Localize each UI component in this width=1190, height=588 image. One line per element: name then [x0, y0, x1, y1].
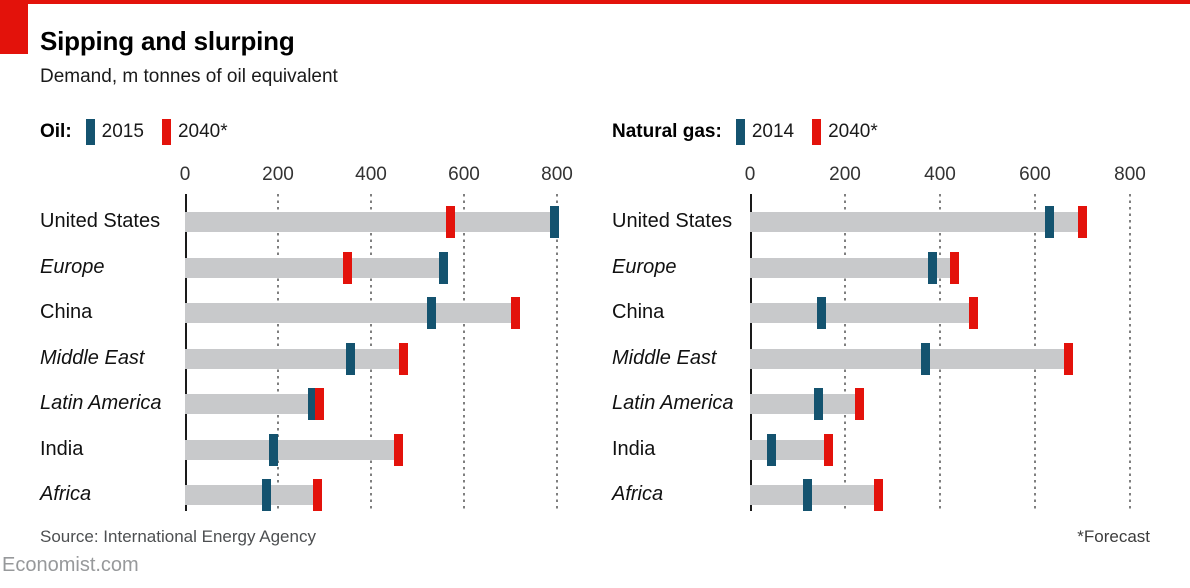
row-label-natural-gas: China: [612, 301, 665, 323]
range-bar-oil: [185, 439, 399, 460]
x-tick-label-oil: 800: [541, 164, 573, 185]
row-label-natural-gas: Latin America: [612, 392, 734, 414]
x-tick-label-oil: 400: [355, 164, 387, 185]
marker-2015-oil: [426, 297, 436, 329]
marker-2040-oil: [445, 206, 455, 238]
marker-2040-natural-gas: [823, 433, 833, 466]
marker-2040-oil: [399, 342, 409, 375]
gridline-oil: [463, 194, 465, 511]
legend-gas-series2: 2040*: [828, 121, 878, 142]
marker-2040-natural-gas: [1063, 342, 1073, 375]
marker-2015-oil: [261, 479, 271, 511]
x-tick-label-oil: 600: [448, 164, 480, 185]
legend-oil-label: Oil:: [40, 121, 72, 142]
x-tick-label-natural-gas: 400: [924, 164, 956, 185]
marker-2040-natural-gas: [968, 297, 978, 329]
marker-2014-natural-gas: [921, 342, 931, 375]
range-bar-natural-gas: [750, 348, 1069, 369]
marker-2015-oil: [345, 342, 355, 375]
x-tick-label-natural-gas: 0: [744, 164, 756, 185]
range-bar-oil: [185, 394, 320, 414]
marker-2015-oil: [438, 251, 448, 284]
marker-2040-natural-gas: [873, 479, 883, 511]
marker-2040-natural-gas: [854, 388, 864, 420]
range-bar-natural-gas: [750, 394, 860, 414]
page-subtitle: Demand, m tonnes of oil equivalent: [40, 66, 338, 87]
marker-2014-natural-gas: [1044, 206, 1054, 238]
marker-2014-natural-gas: [802, 479, 812, 511]
row-label-natural-gas: Middle East: [612, 346, 717, 369]
marker-2014-natural-gas: [928, 251, 938, 284]
marker-2014-natural-gas: [766, 433, 776, 466]
range-bar-natural-gas: [750, 439, 829, 460]
marker-2014-natural-gas: [816, 297, 826, 329]
top-accent-rule: [0, 0, 1190, 4]
row-label-oil: Africa: [40, 483, 92, 505]
marker-2015-oil: [550, 206, 560, 238]
x-tick-label-natural-gas: 800: [1114, 164, 1146, 185]
row-label-oil: United States: [40, 210, 161, 232]
row-label-oil: Europe: [40, 255, 105, 278]
row-label-oil: India: [40, 437, 84, 460]
page-title: Sipping and slurping: [40, 26, 295, 56]
x-tick-label-oil: 0: [179, 164, 191, 185]
range-bar-natural-gas: [750, 303, 974, 323]
row-label-oil: China: [40, 301, 93, 323]
range-bar-oil: [185, 348, 404, 369]
range-bar-oil: [185, 257, 444, 278]
row-label-natural-gas: Africa: [612, 483, 664, 505]
row-label-natural-gas: Europe: [612, 255, 677, 278]
gridline-oil: [556, 194, 558, 511]
range-bar-natural-gas: [750, 485, 879, 505]
marker-2015-oil: [308, 388, 318, 420]
legend-gas-label: Natural gas:: [612, 121, 722, 142]
row-label-oil: Middle East: [40, 346, 145, 369]
red-corner-tab: [0, 0, 28, 54]
x-tick-label-oil: 200: [262, 164, 294, 185]
marker-2040-oil: [394, 433, 404, 466]
forecast-note: *Forecast: [1077, 527, 1150, 546]
marker-2040-natural-gas: [1078, 206, 1087, 238]
legend-oil-series2: 2040*: [177, 121, 228, 142]
range-bar-oil: [185, 303, 516, 323]
legend-oil: Oil: 2015 2040*: [40, 118, 246, 146]
marker-2014-natural-gas: [814, 388, 824, 420]
legend-gas-series1: 2014: [751, 121, 795, 142]
marker-2040-oil: [510, 297, 520, 329]
row-label-natural-gas: India: [612, 437, 656, 460]
gridline-natural-gas: [1129, 194, 1131, 511]
x-tick-label-natural-gas: 600: [1019, 164, 1051, 185]
marker-2040-oil: [315, 388, 325, 420]
source-note: Source: International Energy Agency: [40, 527, 316, 546]
legend-swatch-2014: [735, 119, 745, 145]
legend-oil-series1: 2015: [101, 121, 144, 142]
legend-swatch-2040-gas: [812, 119, 822, 145]
x-tick-label-natural-gas: 200: [829, 164, 861, 185]
marker-2040-oil: [313, 479, 323, 511]
legend-gas: Natural gas: 2014 2040*: [612, 118, 896, 146]
site-credit: Economist.com: [2, 554, 139, 576]
legend-swatch-2040-oil: [161, 119, 171, 145]
legend-swatch-2015: [85, 119, 95, 145]
row-label-natural-gas: United States: [612, 210, 733, 232]
range-bar-natural-gas: [750, 257, 955, 278]
row-label-oil: Latin America: [40, 392, 162, 414]
range-bar-oil: [185, 485, 318, 505]
marker-2040-oil: [343, 251, 353, 284]
marker-2040-natural-gas: [949, 251, 959, 284]
marker-2015-oil: [268, 433, 278, 466]
range-bar-natural-gas: [750, 212, 1083, 232]
range-bar-oil: [185, 212, 555, 232]
